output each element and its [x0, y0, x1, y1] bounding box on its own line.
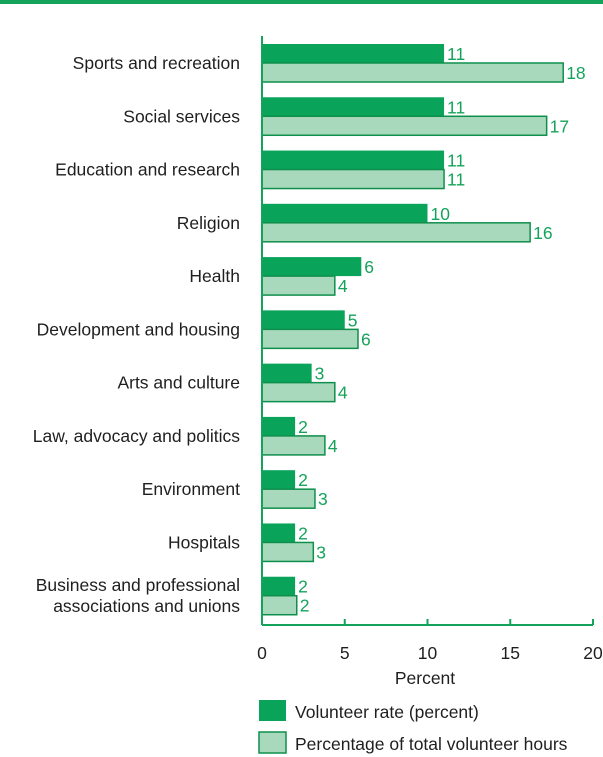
value-label-volunteer-rate: 2 [298, 577, 308, 597]
bar-volunteer-hours [261, 328, 359, 350]
legend: Volunteer rate (percent) Percentage of t… [258, 700, 568, 754]
legend-swatch-volunteer-hours [258, 731, 287, 754]
value-label-volunteer-hours: 18 [566, 63, 585, 83]
bar-volunteer-hours [261, 62, 564, 83]
x-ticks-group: 0 5 10 15 20 [257, 619, 603, 663]
x-axis-title: Percent [395, 668, 455, 688]
value-label-volunteer-hours: 3 [316, 542, 326, 562]
value-label-volunteer-rate: 6 [364, 257, 374, 277]
bar-volunteer-rate [262, 576, 296, 596]
value-label-volunteer-hours: 11 [447, 170, 465, 190]
bars-group [261, 44, 564, 616]
value-label-volunteer-rate: 10 [431, 204, 451, 224]
category-label: Education and research [55, 160, 240, 180]
value-label-volunteer-rate: 11 [447, 97, 465, 117]
value-label-volunteer-rate: 11 [447, 44, 465, 64]
x-tick-label: 5 [340, 643, 350, 663]
category-label: Hospitals [168, 532, 240, 552]
value-label-volunteer-hours: 4 [338, 276, 348, 296]
top-rule [0, 0, 603, 4]
value-label-volunteer-rate: 2 [298, 523, 308, 543]
category-label: Arts and culture [117, 373, 240, 393]
value-label-volunteer-hours: 4 [328, 436, 338, 456]
bar-volunteer-rate [262, 416, 296, 436]
category-label: Development and housing [37, 319, 240, 339]
bar-volunteer-rate [262, 310, 345, 330]
value-label-volunteer-rate: 2 [298, 470, 308, 490]
value-label-volunteer-rate: 2 [298, 417, 308, 437]
bar-volunteer-rate [262, 203, 428, 223]
bar-volunteer-hours [261, 115, 548, 137]
legend-label-volunteer-hours: Percentage of total volunteer hours [295, 734, 568, 754]
value-label-volunteer-hours: 16 [533, 223, 552, 243]
category-label: Sports and recreation [73, 53, 240, 73]
bar-volunteer-rate [262, 44, 445, 63]
bar-volunteer-rate [262, 523, 296, 543]
category-label: Law, advocacy and politics [33, 426, 240, 446]
category-label: Environment [142, 479, 240, 499]
x-tick-label: 10 [418, 643, 438, 663]
value-label-volunteer-hours: 2 [300, 596, 310, 616]
value-label-volunteer-rate: 11 [447, 151, 465, 171]
bar-volunteer-hours [261, 541, 315, 563]
value-label-volunteer-hours: 3 [318, 489, 328, 509]
bar-volunteer-rate [262, 470, 296, 490]
legend-swatch-volunteer-rate [259, 700, 286, 721]
bar-volunteer-rate [262, 257, 362, 277]
bar-volunteer-rate [262, 363, 312, 383]
value-label-volunteer-rate: 5 [348, 310, 358, 330]
bar-volunteer-hours [261, 435, 326, 456]
bar-volunteer-rate [262, 150, 445, 170]
legend-label-volunteer-rate: Volunteer rate (percent) [295, 702, 479, 722]
x-tick-label: 20 [583, 643, 603, 663]
value-label-volunteer-hours: 4 [338, 383, 348, 403]
value-label-volunteer-hours: 17 [550, 116, 569, 136]
category-label: Business and professional associations an… [36, 575, 241, 616]
bar-volunteer-hours [261, 488, 316, 509]
bar-volunteer-rate [262, 97, 445, 117]
value-label-volunteer-hours: 6 [361, 329, 371, 349]
bar-volunteer-hours [261, 168, 445, 190]
category-label: Health [189, 266, 240, 286]
bar-volunteer-hours [261, 222, 531, 243]
bar-volunteer-hours [261, 275, 336, 296]
value-label-volunteer-rate: 3 [315, 364, 325, 384]
bar-volunteer-hours [261, 381, 336, 403]
x-tick-label: 0 [257, 643, 267, 663]
category-label: Social services [123, 106, 240, 126]
x-tick-label: 15 [501, 643, 520, 663]
category-labels-group: Sports and recreation Social services Educ… [33, 53, 240, 616]
bar-volunteer-hours [261, 594, 298, 616]
category-label: Religion [177, 213, 240, 233]
